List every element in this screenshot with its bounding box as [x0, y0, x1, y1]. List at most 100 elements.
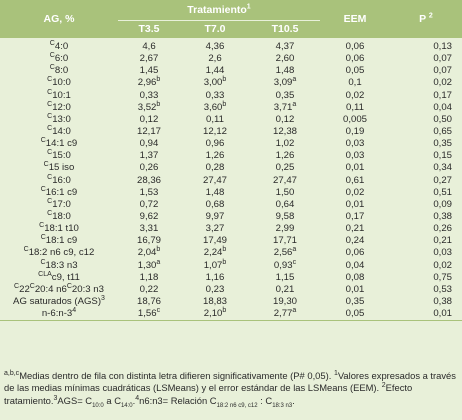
cell-t105: 0,12 — [275, 113, 295, 125]
cell-eem: 0,35 — [345, 296, 365, 308]
cell-t35: 4,6 — [142, 41, 156, 53]
cell-eem: 0,06 — [345, 53, 365, 65]
row-label: AG saturados (AGS)3 — [13, 294, 105, 308]
row-label: n-6:n-34 — [41, 306, 77, 320]
cell-t105: 0,64 — [275, 198, 295, 210]
row-label: C18:0 — [47, 209, 71, 223]
table-row: C17:0 0,72 0,68 0,64 0,01 0,09 — [0, 198, 462, 211]
cell-t70: 1,07b — [203, 258, 227, 271]
col-header-t35: T3.5 — [118, 20, 180, 38]
cell-t35: 28,36 — [136, 174, 161, 186]
cell-t70: 0,28 — [205, 162, 225, 174]
row-label: C10:1 — [47, 88, 71, 101]
cell-t70: 9,97 — [205, 211, 225, 223]
cell-t105: 4,37 — [275, 41, 295, 53]
row-label: C15 iso — [43, 161, 75, 174]
cell-t35: 12,17 — [136, 126, 161, 138]
table-row: C10:0 2,96b 3,00b 3,09a 0,1 0,02 — [0, 76, 462, 89]
cell-t70: 3,60b — [203, 100, 227, 113]
col-header-ag: AG, % — [0, 0, 118, 38]
cell-t35: 1,18 — [139, 271, 159, 283]
table-row: C18:0 9,62 9,97 9,58 0,17 0,38 — [0, 209, 462, 223]
cell-p: 0,15 — [433, 150, 452, 162]
cell-t35: 3,31 — [139, 223, 159, 235]
cell-eem: 0,11 — [346, 101, 364, 113]
cell-t35: 1,45 — [139, 65, 159, 77]
cell-eem: 0,19 — [345, 126, 365, 138]
cell-p: 0,03 — [433, 247, 452, 259]
table-row: C14:0 12,17 12,12 12,38 0,19 0,65 — [0, 125, 462, 138]
row-label: C18:1 c9 — [40, 234, 78, 247]
cell-t105: 17,71 — [272, 235, 297, 247]
table-row: C22C20:4 n6C20:3 n3 0,22 0,23 0,21 0,01 0,53 — [0, 282, 462, 296]
cell-t105: 2,99 — [275, 223, 295, 235]
cell-t70: 0,96 — [205, 138, 225, 150]
col-header-p: P 2 — [390, 0, 462, 38]
table-row: C14:1 c9 0,94 0,96 1,02 0,03 0,35 — [0, 137, 462, 150]
cell-eem: 0,05 — [345, 308, 365, 320]
table-row: C18:1 c9 16,79 17,49 17,71 0,24 0,21 — [0, 234, 462, 247]
row-label: C15:0 — [47, 149, 71, 162]
cell-eem: 0,06 — [345, 41, 365, 53]
row-label: C14:1 c9 — [40, 137, 78, 150]
cell-p: 0,26 — [433, 223, 452, 235]
cell-t70: 1,48 — [205, 186, 225, 198]
cell-t70: 2,24b — [203, 246, 227, 259]
cell-t70: 1,16 — [205, 271, 225, 283]
table-bottom-rule — [0, 320, 462, 322]
cell-t70: 27,47 — [202, 174, 227, 186]
cell-t105: 0,21 — [275, 283, 295, 295]
cell-t70: 3,00b — [203, 76, 227, 89]
row-label: C8:0 — [49, 64, 69, 77]
cell-t105: 1,02 — [275, 138, 295, 150]
cell-p: 0,01 — [433, 308, 452, 320]
cell-p: 0,75 — [433, 271, 452, 283]
row-label: C18:3 n3 — [40, 258, 78, 271]
table-body: C4:0 4,6 4,36 4,37 0,06 0,13 C6:0 2,67 2,6 2,60 0,… — [0, 38, 462, 320]
table-row: C13:0 0,12 0,11 0,12 0,005 0,50 — [0, 112, 462, 126]
cell-t105: 0,35 — [275, 89, 295, 101]
cell-eem: 0,02 — [345, 186, 365, 198]
cell-t70: 0,11 — [206, 113, 224, 125]
cell-eem: 0,61 — [345, 174, 365, 186]
cell-p: 0,07 — [433, 53, 452, 65]
col-header-t105: T10.5 — [250, 20, 320, 38]
row-label: C16:0 — [47, 173, 71, 186]
table-row: C16:1 c9 1,53 1,48 1,50 0,02 0,51 — [0, 186, 462, 199]
table-row: C10:1 0,33 0,33 0,35 0,02 0,17 — [0, 88, 462, 102]
col-header-t70: T7.0 — [180, 20, 250, 38]
cell-eem: 0,06 — [345, 247, 365, 259]
cell-p: 0,02 — [433, 77, 452, 89]
cell-t105: 3,71a — [273, 100, 297, 113]
cell-t35: 0,22 — [139, 283, 159, 295]
cell-t35: 3,52b — [137, 100, 161, 113]
cell-t70: 4,36 — [205, 41, 225, 53]
cell-eem: 0,17 — [345, 211, 365, 223]
cell-eem: 0,01 — [345, 162, 365, 174]
cell-t105: 0,25 — [275, 162, 295, 174]
cell-eem: 0,1 — [348, 77, 362, 89]
row-label: C22C20:4 n6C20:3 n3 — [14, 282, 104, 295]
cell-p: 0,04 — [433, 101, 452, 113]
cell-t105: 1,15 — [275, 271, 295, 283]
cell-eem: 0,05 — [345, 65, 365, 77]
cell-p: 0,07 — [433, 65, 452, 77]
table-row: AG saturados (AGS)3 18,76 18,83 19,30 0,35 0,… — [0, 294, 462, 308]
cell-eem: 0,005 — [342, 113, 367, 125]
cell-p: 0,09 — [433, 198, 452, 210]
cell-t70: 3,27 — [205, 223, 225, 235]
cell-eem: 0,21 — [345, 223, 365, 235]
cell-t35: 1,30a — [137, 258, 161, 271]
cell-t70: 18,83 — [202, 296, 227, 308]
row-label: C13:0 — [47, 112, 71, 125]
cell-p: 0,27 — [433, 174, 452, 186]
row-label: C10:0 — [47, 76, 71, 89]
cell-t105: 1,26 — [275, 150, 295, 162]
cell-p: 0,50 — [433, 113, 452, 125]
cell-t70: 2,6 — [208, 53, 222, 65]
cell-t35: 1,56c — [137, 306, 161, 320]
cell-p: 0,34 — [433, 162, 452, 174]
cell-t35: 9,62 — [139, 211, 159, 223]
table-row: C4:0 4,6 4,36 4,37 0,06 0,13 — [0, 38, 462, 53]
cell-t105: 1,50 — [275, 186, 295, 198]
